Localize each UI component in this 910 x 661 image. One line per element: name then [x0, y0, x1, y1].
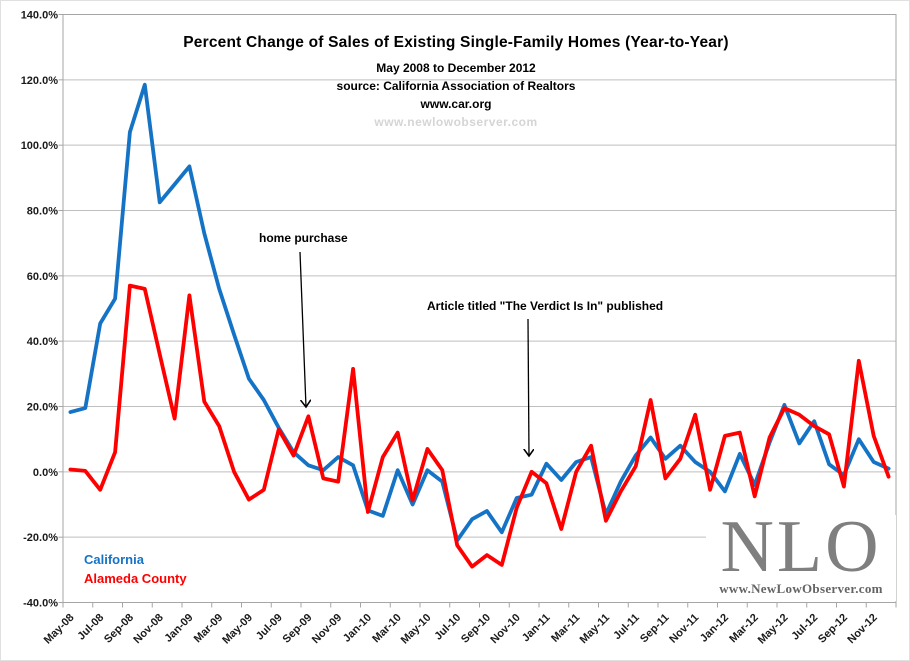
annotation-verdict-article: Article titled "The Verdict Is In" publi… — [427, 299, 664, 313]
alameda-county-line — [68, 283, 891, 569]
legend-item-california: California — [84, 552, 144, 567]
x-axis-label: May-09 — [220, 612, 255, 647]
x-axis-label: Nov-10 — [488, 612, 522, 646]
nlo-logo-url: www.NewLowObserver.com — [719, 581, 883, 596]
chart-subtitle: May 2008 to December 2012 — [376, 61, 536, 75]
y-axis-label: 0.0% — [33, 467, 58, 479]
y-axis-label: -40.0% — [23, 598, 58, 610]
y-axis-label: 60.0% — [27, 271, 58, 283]
chart-source-url: www.car.org — [420, 97, 492, 111]
y-axis-label: 40.0% — [27, 336, 58, 348]
x-axis-label: May-11 — [578, 612, 612, 646]
legend-item-alameda-county: Alameda County — [84, 571, 187, 586]
x-axis-label: Mar-09 — [192, 612, 226, 646]
x-axis-label: Nov-08 — [131, 612, 165, 646]
y-axis-label: 120.0% — [21, 75, 59, 87]
x-axis-label: Sep-09 — [281, 612, 315, 646]
x-axis-label: Mar-12 — [727, 612, 761, 646]
x-axis-label: May-12 — [756, 612, 791, 647]
x-axis-label: Jul-11 — [611, 612, 642, 643]
nlo-logo: NLO www.NewLowObserver.com — [706, 506, 896, 601]
annotation-arrow-1 — [528, 318, 529, 456]
x-axis-label: Sep-12 — [816, 612, 850, 646]
y-axis-label: 140.0% — [21, 10, 59, 22]
chart-source: source: California Association of Realto… — [336, 79, 576, 93]
x-axis-label: Jan-09 — [162, 612, 195, 645]
x-axis-label: Jan-12 — [698, 612, 731, 645]
annotation-home-purchase: home purchase — [259, 231, 348, 245]
y-axis-label: 100.0% — [21, 140, 59, 152]
annotation-arrow-0 — [299, 251, 306, 407]
nlo-logo-letters: NLO — [720, 506, 882, 588]
x-axis-label: May-10 — [399, 612, 434, 647]
x-axis-label: Mar-10 — [370, 612, 404, 646]
x-axis-label: Nov-09 — [310, 612, 344, 646]
y-axis-label: -20.0% — [23, 532, 58, 544]
watermark-text: www.newlowobserver.com — [374, 115, 538, 129]
x-axis-label: Jan-11 — [520, 612, 553, 645]
x-axis-label: Sep-08 — [102, 612, 136, 646]
x-axis-label: Sep-10 — [459, 612, 493, 646]
x-axis-label: Nov-11 — [667, 612, 701, 646]
chart-title: Percent Change of Sales of Existing Sing… — [183, 34, 729, 51]
y-axis-label: 20.0% — [27, 402, 58, 414]
y-axis-label: 80.0% — [27, 206, 58, 218]
x-axis-label: Jan-10 — [341, 612, 374, 645]
x-axis-label: May-08 — [42, 612, 77, 647]
x-axis-label: Sep-11 — [638, 612, 672, 646]
plot-border — [62, 14, 897, 603]
x-axis-label: Nov-12 — [845, 612, 879, 646]
x-axis-label: Mar-11 — [549, 612, 582, 645]
